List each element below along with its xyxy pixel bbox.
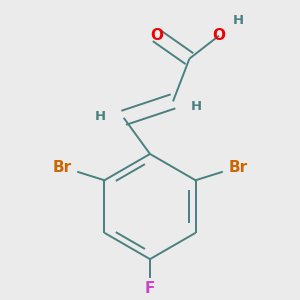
Text: F: F [145,281,155,296]
Text: H: H [95,110,106,123]
Text: Br: Br [52,160,71,175]
Text: Br: Br [229,160,248,175]
Text: H: H [233,14,244,27]
Text: O: O [212,28,226,43]
Text: O: O [150,28,163,43]
Text: H: H [190,100,202,113]
